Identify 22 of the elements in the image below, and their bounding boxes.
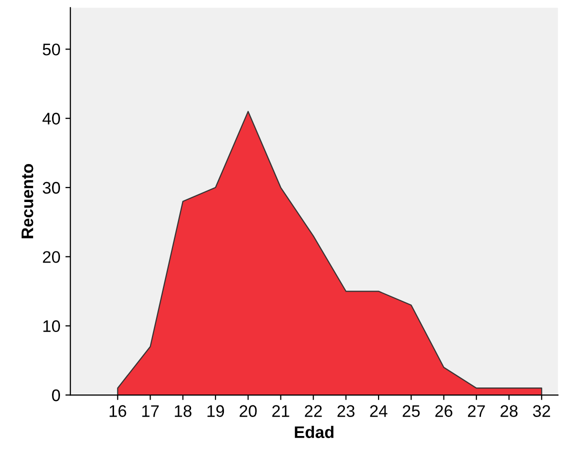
x-tick-label: 16 [110,405,126,417]
x-tick-label: 20 [240,405,257,417]
x-axis-title: Edad [294,426,334,438]
x-tick-label: 22 [304,405,322,417]
x-tick-label: 19 [208,405,224,417]
y-axis-title: Recuento [22,164,34,238]
y-tick-label: 50 [42,44,60,56]
y-tick-label: 20 [42,251,60,263]
x-tick-label: 27 [468,405,485,417]
x-tick-label: 26 [435,405,452,417]
x-tick-label: 18 [174,405,192,417]
x-tick-label: 21 [272,405,290,417]
x-tick-label: 17 [142,405,159,417]
y-tick-label: 10 [43,320,60,332]
y-tick-label: 30 [42,182,60,194]
x-tick-label: 24 [370,405,388,417]
y-tick-label: 40 [42,112,60,125]
x-tick-label: 32 [532,405,550,417]
x-tick-label: 25 [402,405,420,417]
x-tick-label: 23 [338,405,354,417]
x-tick-label: 28 [500,405,518,417]
y-tick-label: 0 [52,389,60,402]
